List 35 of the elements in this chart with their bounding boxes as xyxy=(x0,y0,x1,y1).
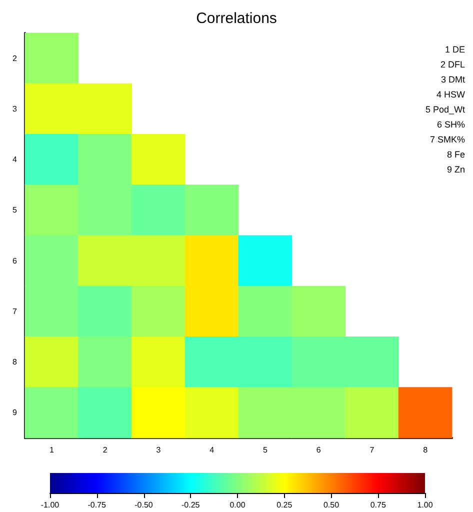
annotation: 1 DE xyxy=(444,44,466,54)
annotation: 2 DFL xyxy=(440,60,466,70)
x-tick-label: 5 xyxy=(262,446,268,454)
color-bar-label: 0.00 xyxy=(230,500,246,510)
annotation: 3 DMt xyxy=(440,74,466,84)
x-tick-label: 3 xyxy=(156,446,162,454)
y-tick-label: 6 xyxy=(12,256,18,266)
chart-title: Correlations xyxy=(196,10,277,27)
annotation: 5 Pod_Wt xyxy=(425,104,466,114)
y-tick-label: 3 xyxy=(12,104,18,114)
x-tick-label: 4 xyxy=(210,446,215,454)
color-bar-label: -0.25 xyxy=(182,500,200,510)
x-tick-label: 8 xyxy=(423,446,428,454)
y-tick-label: 9 xyxy=(12,408,18,418)
color-bar-label: -0.50 xyxy=(134,500,154,510)
x-tick-label: 6 xyxy=(316,446,322,454)
x-tick-label: 7 xyxy=(370,446,375,454)
color-bar-label: 0.50 xyxy=(323,500,340,510)
annotation: 8 Fe xyxy=(446,150,466,160)
color-bar-label: 1.00 xyxy=(417,500,434,510)
annotation: 7 SMK% xyxy=(430,134,466,144)
color-bar-label: 0.75 xyxy=(370,500,386,510)
annotation: 9 Zn xyxy=(446,164,466,174)
annotation: 6 SH% xyxy=(436,120,466,130)
color-bar-label: -1.00 xyxy=(40,500,60,510)
x-tick-label: 1 xyxy=(49,446,54,454)
y-tick-label: 8 xyxy=(12,358,18,367)
x-tick-label: 2 xyxy=(102,446,108,454)
color-bar-label: 0.25 xyxy=(276,500,293,510)
y-tick-label: 5 xyxy=(12,206,18,215)
y-tick-label: 2 xyxy=(12,54,18,63)
y-tick-label: 4 xyxy=(12,155,18,164)
annotation: 4 HSW xyxy=(436,90,466,100)
color-bar-label: -0.75 xyxy=(88,500,107,510)
y-tick-label: 7 xyxy=(12,306,18,316)
